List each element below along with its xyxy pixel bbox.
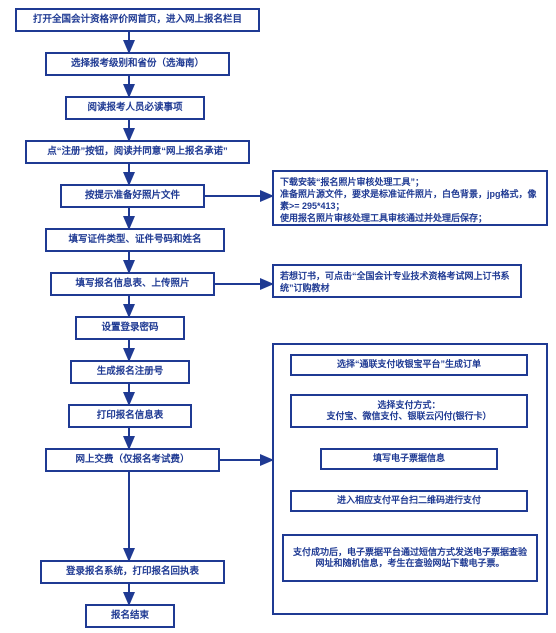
main-node-n2: 选择报考级别和省份（选海南）: [45, 52, 230, 76]
side-note-s1: 下载安装“报名照片审核处理工具”； 准备照片源文件，要求是标准证件照片，白色背景…: [272, 170, 548, 226]
sub-node-p1: 选择“通联支付收银宝平台”生成订单: [290, 354, 528, 376]
main-node-n13: 报名结束: [85, 604, 175, 628]
sub-node-p4: 进入相应支付平台扫二维码进行支付: [290, 490, 528, 512]
sub-node-p3: 填写电子票据信息: [320, 448, 498, 470]
main-node-n3: 阅读报考人员必读事项: [65, 96, 205, 120]
main-node-n12: 登录报名系统，打印报名回执表: [40, 560, 225, 584]
sub-node-p5: 支付成功后，电子票据平台通过短信方式发送电子票据查验网址和随机信息，考生在查验网…: [282, 534, 538, 582]
main-node-n4: 点“注册”按钮，阅读并同意“网上报名承诺”: [25, 140, 250, 164]
main-node-n9: 生成报名注册号: [70, 360, 190, 384]
main-node-n6: 填写证件类型、证件号码和姓名: [45, 228, 225, 252]
main-node-n7: 填写报名信息表、上传照片: [50, 272, 215, 296]
main-node-n1: 打开全国会计资格评价网首页，进入网上报名栏目: [15, 8, 260, 32]
main-node-n11: 网上交费（仅报名考试费）: [45, 448, 220, 472]
main-node-n5: 按提示准备好照片文件: [60, 184, 205, 208]
main-node-n10: 打印报名信息表: [68, 404, 192, 428]
main-node-n8: 设置登录密码: [75, 316, 185, 340]
flowchart-stage: 打开全国会计资格评价网首页，进入网上报名栏目选择报考级别和省份（选海南） 阅读报考…: [0, 0, 556, 633]
side-note-s2: 若想订书，可点击“全国会计专业技术资格考试网上订书系统”订购教材: [272, 264, 522, 298]
sub-node-p2: 选择支付方式： 支付宝、微信支付、银联云闪付(银行卡）: [290, 394, 528, 428]
